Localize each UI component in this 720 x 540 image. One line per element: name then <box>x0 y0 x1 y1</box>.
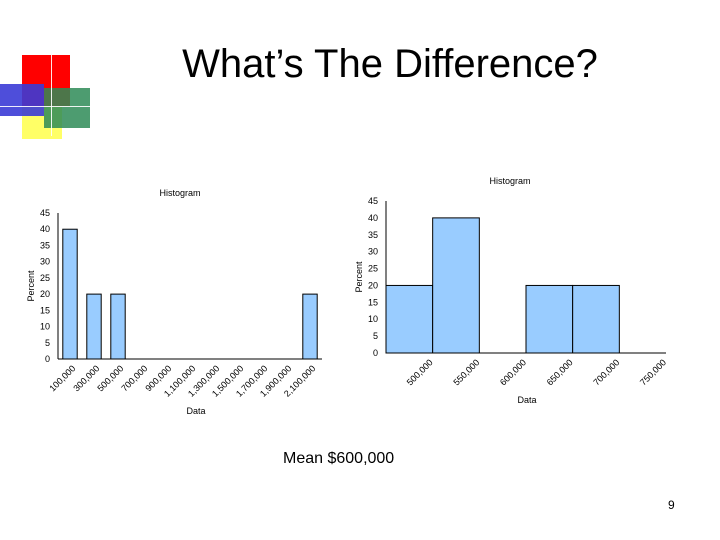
chart-title: Histogram <box>489 176 530 186</box>
histogram-bar <box>525 284 574 354</box>
y-tick-label: 5 <box>45 338 50 348</box>
y-axis-label: Percent <box>354 261 364 293</box>
histogram-bar <box>62 228 78 360</box>
y-tick-label: 5 <box>373 331 378 341</box>
y-tick-label: 35 <box>368 230 378 240</box>
x-axis-label: Data <box>186 406 205 416</box>
decor-vertical-line <box>51 30 52 136</box>
y-tick-label: 25 <box>368 264 378 274</box>
x-tick-label: 550,000 <box>451 357 481 387</box>
y-tick-label: 15 <box>368 297 378 307</box>
y-tick-label: 30 <box>368 247 378 257</box>
y-tick-label: 40 <box>40 224 50 234</box>
x-tick-label: 700,000 <box>591 357 621 387</box>
x-tick-label: 650,000 <box>545 357 575 387</box>
y-tick-label: 20 <box>368 280 378 290</box>
y-tick-label: 35 <box>40 240 50 250</box>
histogram-chart-right: Histogram 0 5 10 15 20 25 30 35 40 45 Percent 500,00… <box>354 176 668 405</box>
y-axis-label: Percent <box>26 270 36 302</box>
slide-title: What’s The Difference? <box>182 42 598 86</box>
histogram-bar <box>86 293 102 360</box>
decor-horizontal-line <box>0 106 112 107</box>
x-axis-label: Data <box>517 395 536 405</box>
histogram-bar <box>302 293 318 360</box>
histogram-bar <box>572 284 620 354</box>
y-tick-label: 45 <box>40 208 50 218</box>
mean-value-text: Mean $600,000 <box>283 450 395 467</box>
histogram-chart-left: Histogram051015202530354045Percent100,00… <box>26 188 322 416</box>
histogram-bar <box>432 217 480 354</box>
y-tick-label: 20 <box>40 289 50 299</box>
y-tick-label: 30 <box>40 257 50 267</box>
y-tick-label: 25 <box>40 273 50 283</box>
y-tick-label: 15 <box>40 305 50 315</box>
x-tick-label: 600,000 <box>498 357 528 387</box>
y-tick-label: 40 <box>368 213 378 223</box>
decor-blue-square <box>0 84 44 116</box>
histogram-bar <box>385 284 434 354</box>
chart-title: Histogram <box>159 188 200 198</box>
x-tick-label: 500,000 <box>405 357 435 387</box>
y-tick-label: 45 <box>368 196 378 206</box>
y-tick-label: 10 <box>40 322 50 332</box>
histogram-bar <box>110 293 126 360</box>
page-number: 9 <box>668 498 675 512</box>
y-tick-label: 0 <box>373 348 378 358</box>
y-tick-label: 10 <box>368 314 378 324</box>
x-tick-label: 750,000 <box>638 357 668 387</box>
y-tick-label: 0 <box>45 354 50 364</box>
